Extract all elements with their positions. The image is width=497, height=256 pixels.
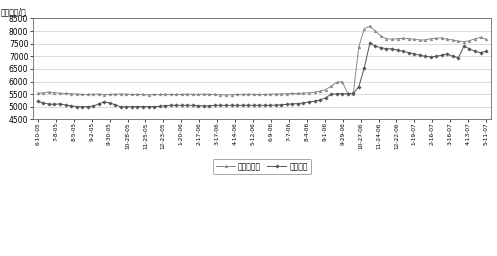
四级菜开市 (483, 38, 489, 41)
四级五市 (35, 100, 41, 103)
Text: 单位：元/吨: 单位：元/吨 (0, 7, 26, 16)
四级五市 (162, 104, 168, 107)
四级五市 (79, 105, 85, 108)
四级五市 (395, 48, 401, 51)
Legend: 四级菜开市, 四级五市: 四级菜开市, 四级五市 (213, 159, 311, 174)
四级菜开市 (406, 37, 412, 40)
四级五市 (406, 51, 412, 54)
Line: 四级五市: 四级五市 (37, 42, 488, 108)
四级菜开市 (250, 93, 256, 96)
Line: 四级菜开市: 四级菜开市 (36, 25, 488, 96)
四级菜开市 (167, 93, 173, 96)
四级菜开市 (395, 37, 401, 40)
四级菜开市 (35, 92, 41, 95)
四级五市 (483, 50, 489, 53)
四级菜开市 (140, 93, 146, 96)
四级五市 (367, 41, 373, 45)
四级菜开市 (162, 93, 168, 96)
四级菜开市 (367, 25, 373, 28)
四级菜开市 (146, 93, 152, 97)
四级五市 (146, 105, 152, 108)
四级五市 (167, 104, 173, 107)
四级五市 (250, 104, 256, 107)
